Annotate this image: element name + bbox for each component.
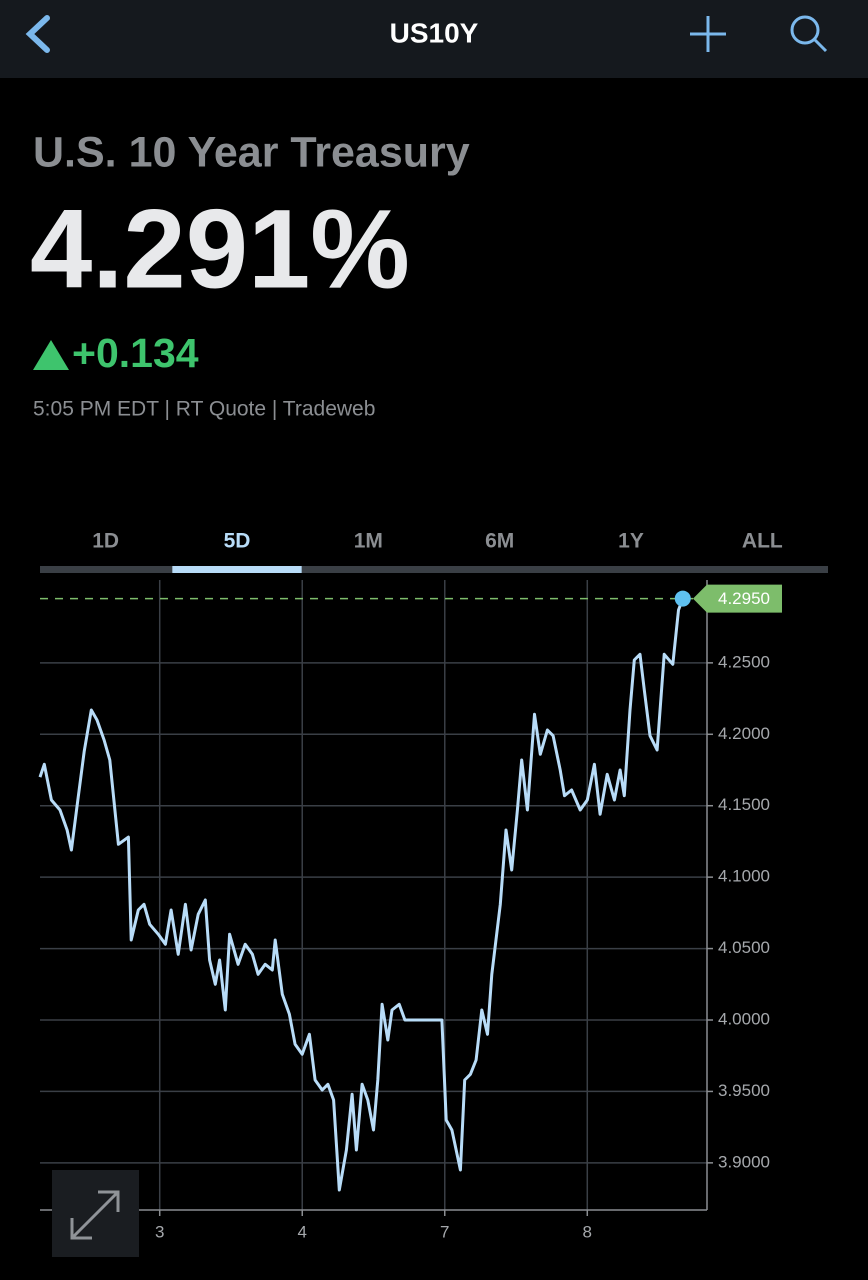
nav-bar bbox=[0, 0, 868, 78]
last-value-tag bbox=[693, 584, 782, 613]
instrument-name: U.S. 10 Year Treasury bbox=[33, 128, 470, 176]
y-tick-label: 4.1500 bbox=[718, 795, 770, 814]
change: +0.134 bbox=[72, 330, 199, 376]
price: 4.291% bbox=[30, 187, 410, 312]
add-button[interactable] bbox=[690, 16, 726, 52]
tab-indicator bbox=[172, 566, 302, 573]
range-tabs: 1D 5D 1M 6M 1Y ALL bbox=[40, 530, 828, 573]
x-tick-label: 8 bbox=[583, 1222, 592, 1241]
search-icon bbox=[813, 38, 828, 53]
expand-icon bbox=[70, 1190, 120, 1240]
search-button[interactable] bbox=[790, 15, 828, 53]
y-tick-label: 4.0500 bbox=[718, 938, 770, 957]
tab-track bbox=[40, 566, 828, 573]
last-value-label: 4.2950 bbox=[718, 589, 770, 608]
tab[interactable]: 1M bbox=[354, 530, 383, 553]
y-tick-label: 4.1000 bbox=[718, 867, 770, 886]
y-tick-label: 3.9500 bbox=[718, 1081, 770, 1100]
x-tick-label: 7 bbox=[440, 1222, 449, 1241]
quote-meta: 5:05 PM EDT | RT Quote | Tradeweb bbox=[33, 398, 375, 421]
tab[interactable]: ALL bbox=[742, 530, 783, 553]
tab[interactable]: 1D bbox=[92, 530, 119, 553]
back-button[interactable] bbox=[25, 15, 50, 53]
up-arrow bbox=[33, 340, 69, 370]
tab[interactable]: 6M bbox=[485, 530, 514, 553]
tab[interactable]: 1Y bbox=[618, 530, 644, 553]
chart: 3.9000 3.9500 4.0000 4.0500 4.1000 4.1500 4.20… bbox=[38, 580, 782, 1241]
tab[interactable]: 5D bbox=[224, 530, 251, 553]
nav-title: US10Y bbox=[390, 17, 479, 48]
x-tick-label: 4 bbox=[298, 1222, 307, 1241]
last-point bbox=[674, 590, 691, 607]
y-tick-label: 4.2000 bbox=[718, 724, 770, 743]
y-tick-label: 4.0000 bbox=[718, 1009, 770, 1028]
y-tick-label: 4.2500 bbox=[718, 652, 770, 671]
y-tick-label: 3.9000 bbox=[718, 1152, 770, 1171]
price-line bbox=[38, 598, 685, 1192]
search-icon bbox=[790, 15, 820, 45]
x-tick-label: 3 bbox=[155, 1222, 164, 1241]
